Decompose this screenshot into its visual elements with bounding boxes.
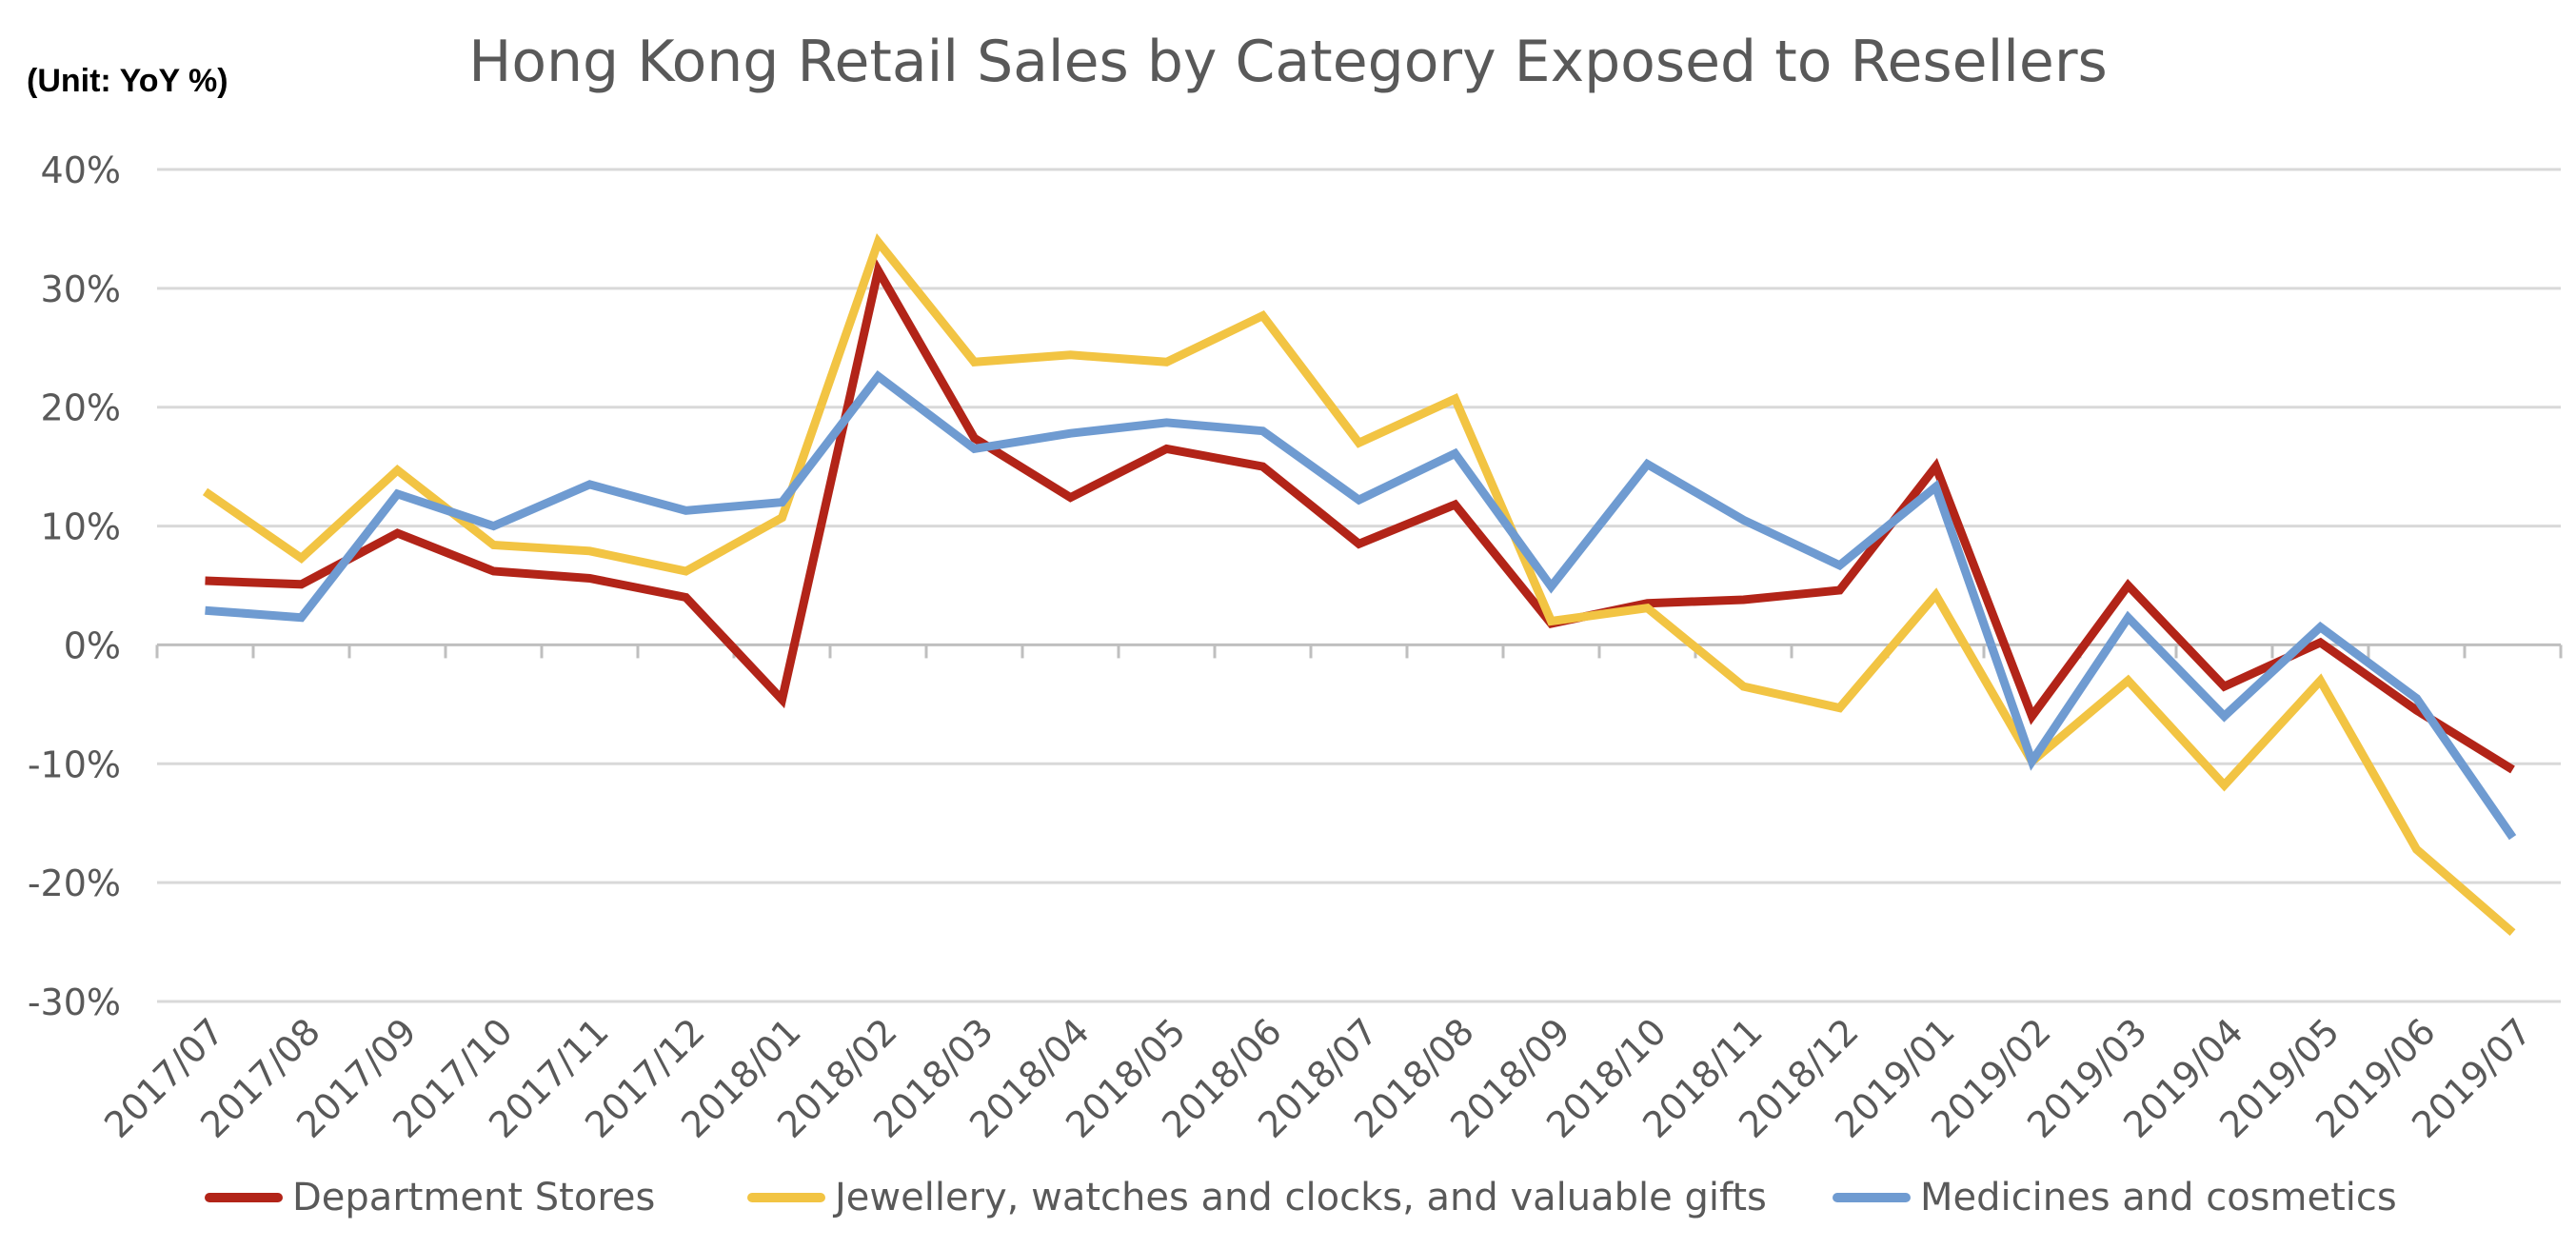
legend: Department Stores Jewellery, watches and … xyxy=(0,1169,2576,1226)
unit-label: (Unit: YoY %) xyxy=(27,63,228,99)
y-tick-label: -10% xyxy=(28,743,121,785)
legend-swatch xyxy=(747,1193,825,1202)
y-tick-label: 30% xyxy=(41,268,121,310)
y-tick-label: 10% xyxy=(41,506,121,548)
legend-item: Department Stores xyxy=(205,1169,655,1226)
legend-swatch xyxy=(1833,1193,1911,1202)
series-line-1 xyxy=(205,258,2515,774)
legend-item: Jewellery, watches and clocks, and valua… xyxy=(747,1169,1767,1226)
legend-label: Jewellery, watches and clocks, and valua… xyxy=(835,1176,1767,1219)
legend-label: Department Stores xyxy=(292,1176,656,1219)
legend-label: Medicines and cosmetics xyxy=(1920,1176,2397,1219)
legend-item: Medicines and cosmetics xyxy=(1833,1169,2397,1226)
y-tick-label: 20% xyxy=(41,387,121,429)
chart-title: Hong Kong Retail Sales by Category Expos… xyxy=(468,29,2108,95)
legend-swatch xyxy=(205,1193,283,1202)
series-line-3 xyxy=(205,370,2517,841)
y-tick-label: -30% xyxy=(28,981,121,1023)
y-tick-label: 0% xyxy=(64,624,121,666)
y-tick-label: 40% xyxy=(41,149,121,191)
y-tick-label: -20% xyxy=(28,862,121,904)
series-line-2 xyxy=(202,233,2516,937)
